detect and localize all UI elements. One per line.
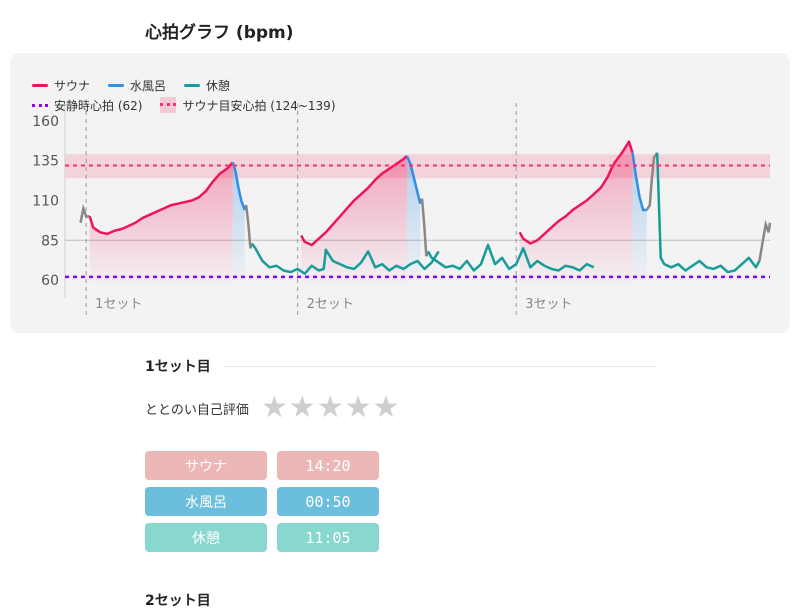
set-label: 1セット xyxy=(95,297,142,312)
mizuburo-line xyxy=(631,152,647,212)
resting-hr-swatch-icon xyxy=(32,103,48,107)
rest-swatch-icon xyxy=(184,83,201,87)
legend-rest-label: 休憩 xyxy=(206,78,231,93)
rest-line xyxy=(250,242,440,275)
set1-title: 1セット目 xyxy=(145,356,655,376)
rest-label-pill: 休憩 xyxy=(145,523,267,552)
gap-line xyxy=(243,204,254,249)
y-tick-label: 135 xyxy=(32,154,59,170)
legend-mizuburo: 水風呂 xyxy=(108,77,166,94)
rest-line xyxy=(655,152,761,274)
sauna-line-fill xyxy=(519,141,633,288)
mizuburo-line-fill xyxy=(232,162,245,288)
chart-svg: 60 85 110 135 160 1セット 2セット 3セット xyxy=(32,103,772,315)
mizuburo-line-fill xyxy=(632,152,647,288)
set2-title: 2セット目 xyxy=(145,593,211,609)
legend-sauna-label: サウナ xyxy=(54,78,91,93)
mizuburo-swatch-icon xyxy=(108,83,125,87)
y-tick-label: 160 xyxy=(32,114,59,130)
rest-time-row: 休憩 11:05 xyxy=(145,523,379,552)
legend-target-hr-label: サウナ目安心拍 (124~139) xyxy=(182,98,336,113)
mizuburo-line xyxy=(231,161,246,211)
gap-line xyxy=(79,203,90,224)
set-label: 3セット xyxy=(525,297,572,312)
heart-rate-chart: 60 85 110 135 160 1セット 2セット 3セット サウナ 水風呂 休憩 安静時… xyxy=(10,53,790,333)
legend-target-hr: サウナ目安心拍 (124~139) xyxy=(160,97,336,114)
mizuburo-time-value: 00:50 xyxy=(277,487,379,516)
star-icon[interactable]: ★ xyxy=(372,390,400,425)
sauna-line xyxy=(88,161,234,236)
gap-line xyxy=(419,198,430,257)
divider xyxy=(224,365,655,367)
gap-line xyxy=(758,219,772,262)
set1-title-text: 1セット目 xyxy=(145,359,211,375)
y-tick-label: 85 xyxy=(41,233,59,249)
star-icon[interactable]: ★ xyxy=(288,390,316,425)
mizuburo-time-row: 水風呂 00:50 xyxy=(145,487,379,516)
sauna-line xyxy=(300,155,408,247)
chart-legend: サウナ 水風呂 休憩 安静時心拍 (62) サウナ目安心拍 (124~139) xyxy=(32,75,354,115)
legend-mizuburo-label: 水風呂 xyxy=(130,78,167,93)
star-icon[interactable]: ★ xyxy=(344,390,372,425)
star-icon[interactable]: ★ xyxy=(316,390,344,425)
sauna-line-fill xyxy=(301,155,407,288)
gap-line xyxy=(645,152,659,211)
sauna-label-pill: サウナ xyxy=(145,451,267,480)
sauna-swatch-icon xyxy=(32,83,48,87)
sauna-line xyxy=(518,140,634,245)
rating-row: ととのい自己評価 ★ ★ ★ ★ ★ xyxy=(145,393,400,423)
legend-resting-hr: 安静時心拍 (62) xyxy=(32,97,142,114)
mizuburo-line xyxy=(405,155,422,204)
star-icon[interactable]: ★ xyxy=(260,390,288,425)
sauna-line-fill xyxy=(89,162,233,288)
set-label: 2セット xyxy=(307,297,354,312)
rating-label: ととのい自己評価 xyxy=(145,402,249,418)
rest-line xyxy=(426,243,595,272)
page-title: 心拍グラフ (bpm) xyxy=(145,23,294,43)
set1-section: 1セット目 xyxy=(145,356,655,376)
y-tick-label: 110 xyxy=(32,194,59,210)
sauna-time-value: 14:20 xyxy=(277,451,379,480)
legend-resting-hr-label: 安静時心拍 (62) xyxy=(54,98,143,113)
legend-sauna: サウナ xyxy=(32,77,90,94)
mizuburo-label-pill: 水風呂 xyxy=(145,487,267,516)
legend-rest: 休憩 xyxy=(184,77,230,94)
mizuburo-line-fill xyxy=(406,155,421,288)
rest-time-value: 11:05 xyxy=(277,523,379,552)
y-tick-label: 60 xyxy=(41,273,59,289)
sauna-time-row: サウナ 14:20 xyxy=(145,451,379,480)
target-hr-swatch-icon xyxy=(160,97,177,113)
